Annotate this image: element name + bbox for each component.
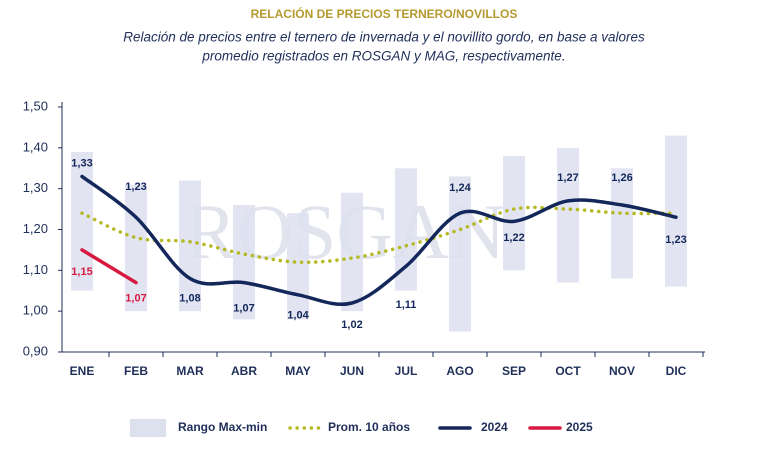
- x-tick-label: ABR: [231, 364, 257, 378]
- subtitle: promedio registrados en ROSGAN y MAG, re…: [201, 49, 565, 64]
- x-tick-label: SEP: [502, 364, 526, 378]
- range-bar: [287, 213, 309, 320]
- x-tick-label: JUL: [395, 364, 418, 378]
- legend-label: Rango Max-min: [178, 420, 267, 434]
- legend-label: 2025: [566, 420, 593, 434]
- data-label: 1,08: [179, 292, 200, 304]
- y-tick-label: 1,10: [23, 262, 48, 277]
- x-tick-label: MAR: [176, 364, 204, 378]
- data-label: 1,04: [287, 310, 309, 322]
- x-tick-label: MAY: [285, 364, 311, 378]
- data-label: 1,07: [125, 292, 146, 304]
- data-label: 1,33: [71, 157, 92, 169]
- y-tick-label: 1,50: [23, 98, 48, 113]
- range-bar: [557, 147, 579, 283]
- y-tick-label: 1,30: [23, 180, 48, 195]
- range-bar: [179, 180, 201, 312]
- data-label: 1,22: [503, 232, 524, 244]
- chart-title: RELACIÓN DE PRECIOS TERNERO/NOVILLOS: [251, 6, 518, 21]
- data-label: 1,23: [665, 234, 686, 246]
- y-tick-label: 1,40: [23, 139, 48, 154]
- range-bar: [71, 151, 93, 291]
- x-tick-label: DIC: [666, 364, 687, 378]
- data-label: 1,26: [611, 172, 632, 184]
- range-bar: [233, 205, 255, 320]
- x-tick-label: OCT: [555, 364, 581, 378]
- data-label: 1,02: [341, 319, 362, 331]
- legend-label: Prom. 10 años: [328, 420, 410, 434]
- subtitle: Relación de precios entre el ternero de …: [123, 30, 645, 45]
- data-label: 1,07: [233, 302, 254, 314]
- range-bar: [341, 192, 363, 312]
- y-tick-label: 1,00: [23, 303, 48, 318]
- data-label: 1,15: [71, 266, 92, 278]
- legend-swatch: [130, 419, 166, 437]
- x-tick-label: JUN: [340, 364, 364, 378]
- data-label: 1,11: [396, 299, 417, 311]
- series-line: [80, 205, 678, 265]
- x-tick-label: FEB: [124, 364, 148, 378]
- x-tick-label: AGO: [446, 364, 473, 378]
- x-tick-label: NOV: [609, 364, 635, 378]
- series-line: [80, 248, 138, 285]
- range-bar: [611, 168, 633, 279]
- series-line: [80, 174, 678, 306]
- range-bar: [503, 156, 525, 271]
- range-bar: [449, 176, 471, 332]
- y-tick-label: 1,20: [23, 221, 48, 236]
- x-tick-label: ENE: [70, 364, 95, 378]
- y-tick-label: 0,90: [23, 343, 48, 358]
- data-label: 1,23: [125, 181, 146, 193]
- range-bar: [665, 135, 687, 287]
- legend-label: 2024: [481, 420, 508, 434]
- data-label: 1,27: [557, 172, 578, 184]
- data-label: 1,24: [449, 182, 471, 194]
